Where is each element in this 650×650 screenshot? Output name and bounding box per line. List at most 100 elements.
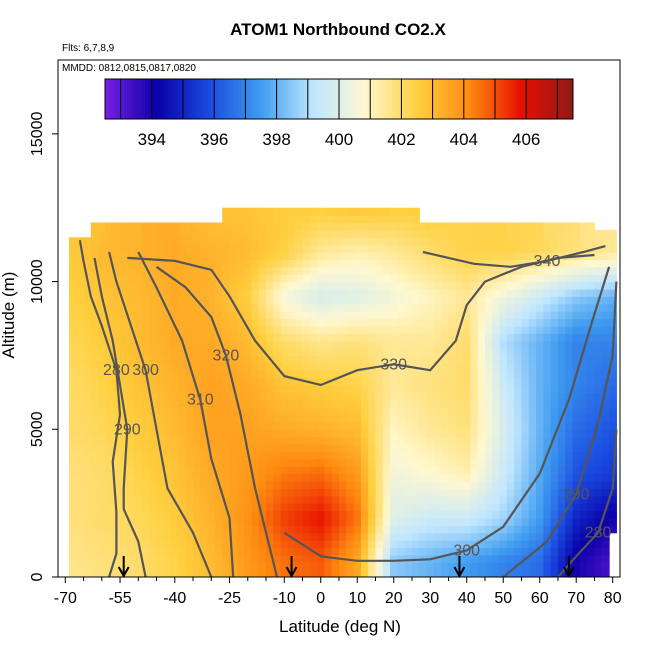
heatmap-cell xyxy=(441,473,450,482)
heatmap-cell xyxy=(302,569,311,577)
heatmap-cell xyxy=(185,333,194,342)
heatmap-cell xyxy=(273,547,282,556)
heatmap-cell xyxy=(368,414,377,423)
heatmap-cell xyxy=(207,569,216,577)
heatmap-cell xyxy=(353,222,362,231)
heatmap-cell xyxy=(492,473,501,482)
heatmap-cell xyxy=(83,421,92,430)
heatmap-cell xyxy=(105,503,114,512)
heatmap-cell xyxy=(404,569,413,577)
heatmap-cell xyxy=(309,569,318,577)
heatmap-cell xyxy=(390,266,398,275)
heatmap-cell xyxy=(594,466,603,475)
heatmap-cell xyxy=(229,429,238,438)
heatmap-cell xyxy=(492,348,501,357)
heatmap-cell xyxy=(536,399,544,408)
heatmap-cell xyxy=(68,503,77,512)
heatmap-cell xyxy=(120,266,128,275)
heatmap-cell xyxy=(448,222,457,231)
heatmap-cell xyxy=(587,569,596,577)
heatmap-cell xyxy=(229,355,238,364)
heatmap-cell xyxy=(528,414,537,423)
heatmap-cell xyxy=(499,281,508,290)
heatmap-cell xyxy=(112,229,121,238)
heatmap-cell xyxy=(433,244,442,253)
heatmap-cell xyxy=(302,222,311,231)
heatmap-cell xyxy=(594,266,603,275)
heatmap-cell xyxy=(200,495,209,504)
heatmap-cell xyxy=(463,355,471,364)
heatmap-cell xyxy=(609,517,617,526)
colorbar-swatch xyxy=(145,79,150,119)
heatmap-cell xyxy=(156,407,165,416)
heatmap-cell xyxy=(76,288,85,297)
heatmap-cell xyxy=(149,399,158,408)
heatmap-cell xyxy=(360,370,369,379)
heatmap-cell xyxy=(112,288,121,297)
heatmap-cell xyxy=(127,384,136,393)
heatmap-cell xyxy=(302,370,311,379)
heatmap-cell xyxy=(368,207,377,216)
heatmap-cell xyxy=(222,274,231,283)
heatmap-cell xyxy=(360,222,369,231)
heatmap-cell xyxy=(353,259,362,268)
heatmap-cell xyxy=(287,540,296,549)
heatmap-cell xyxy=(258,414,267,423)
heatmap-cell xyxy=(331,311,340,320)
heatmap-cell xyxy=(287,215,296,224)
heatmap-cell xyxy=(397,340,406,349)
heatmap-cell xyxy=(302,303,311,312)
heatmap-cell xyxy=(112,392,121,401)
heatmap-cell xyxy=(324,451,333,460)
heatmap-cell xyxy=(346,473,355,482)
heatmap-cell xyxy=(222,532,231,541)
heatmap-cell xyxy=(112,318,121,327)
heatmap-cell xyxy=(470,266,479,275)
heatmap-cell xyxy=(76,274,85,283)
heatmap-cell xyxy=(207,288,216,297)
heatmap-cell xyxy=(149,547,158,556)
heatmap-cell xyxy=(229,451,238,460)
heatmap-cell xyxy=(360,340,369,349)
heatmap-cell xyxy=(397,222,406,231)
heatmap-cell xyxy=(506,384,515,393)
heatmap-cell xyxy=(214,318,223,327)
heatmap-cell xyxy=(557,451,566,460)
heatmap-cell xyxy=(127,569,136,577)
heatmap-cell xyxy=(404,510,413,519)
heatmap-cell xyxy=(178,237,187,246)
heatmap-cell xyxy=(463,333,471,342)
heatmap-cell xyxy=(368,480,377,489)
heatmap-cell xyxy=(397,444,406,453)
heatmap-cell xyxy=(382,569,391,577)
heatmap-cell xyxy=(331,384,340,393)
heatmap-cell xyxy=(601,362,610,371)
heatmap-cell xyxy=(185,473,194,482)
heatmap-cell xyxy=(499,414,508,423)
heatmap-cell xyxy=(68,540,77,549)
heatmap-cell xyxy=(156,436,165,445)
heatmap-cell xyxy=(521,333,530,342)
heatmap-cell xyxy=(390,377,398,386)
heatmap-cell xyxy=(339,311,347,320)
heatmap-cell xyxy=(134,384,143,393)
heatmap-cell xyxy=(120,340,128,349)
heatmap-cell xyxy=(477,370,486,379)
heatmap-cell xyxy=(368,569,377,577)
heatmap-cell xyxy=(441,266,450,275)
heatmap-cell xyxy=(309,414,318,423)
heatmap-cell xyxy=(536,503,544,512)
heatmap-cell xyxy=(141,540,150,549)
heatmap-cell xyxy=(484,480,493,489)
heatmap-cell xyxy=(280,495,289,504)
heatmap-cell xyxy=(579,414,588,423)
heatmap-cell xyxy=(455,414,464,423)
heatmap-cell xyxy=(441,407,450,416)
heatmap-cell xyxy=(492,266,501,275)
heatmap-cell xyxy=(492,355,501,364)
heatmap-cell xyxy=(368,274,377,283)
heatmap-cell xyxy=(295,237,304,246)
heatmap-cell xyxy=(141,503,150,512)
heatmap-cell xyxy=(222,547,231,556)
heatmap-cell xyxy=(528,384,537,393)
